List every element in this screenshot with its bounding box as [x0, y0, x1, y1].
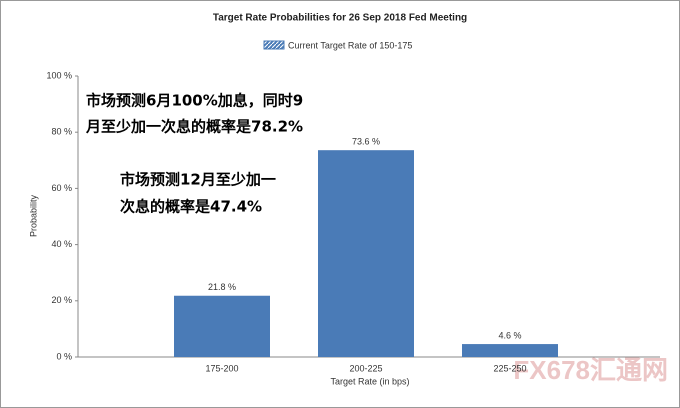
watermark: FX678汇通网 — [513, 355, 668, 385]
annotation: 市场预测12月至少加一 — [120, 171, 276, 189]
bar — [318, 150, 414, 357]
chart-title: Target Rate Probabilities for 26 Sep 201… — [213, 13, 467, 24]
annotation: 次息的概率是47.4% — [120, 198, 262, 216]
y-tick-label: 60 % — [51, 183, 72, 193]
value-label: 73.6 % — [352, 137, 380, 147]
y-axis-label: Probability — [28, 194, 38, 237]
x-tick-label: 175-200 — [205, 363, 238, 373]
value-label: 21.8 % — [208, 282, 236, 292]
value-label: 4.6 % — [498, 330, 521, 340]
y-tick-label: 80 % — [51, 127, 72, 137]
x-tick-label: 200-225 — [349, 363, 382, 373]
bar — [174, 295, 270, 357]
x-tick-label: 225-250 — [493, 363, 526, 373]
y-tick-label: 0 % — [56, 351, 72, 361]
annotation: 月至少加一次息的概率是78.2% — [85, 118, 303, 136]
bar — [462, 344, 558, 357]
x-axis-label: Target Rate (in bps) — [330, 376, 409, 386]
y-tick-label: 40 % — [51, 239, 72, 249]
legend-label: Current Target Rate of 150-175 — [288, 40, 412, 50]
legend-swatch — [263, 40, 285, 50]
y-tick-label: 20 % — [51, 295, 72, 305]
annotation: 市场预测6月100%加息，同时9 — [86, 92, 303, 110]
y-tick-label: 100 % — [46, 70, 72, 80]
